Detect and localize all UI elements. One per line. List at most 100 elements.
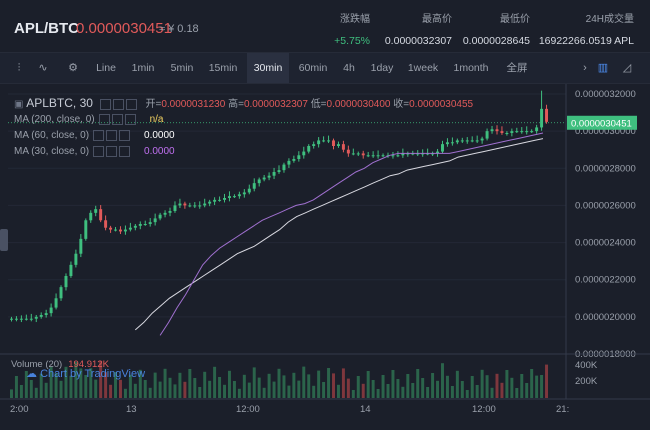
candle-body (138, 224, 142, 226)
candle-body (114, 229, 118, 231)
interval-15min[interactable]: 15min (208, 62, 238, 74)
candle-body (391, 155, 395, 157)
interval-toolbar: ⫶ ∿ ⚙ Line 1min 5min 15min 30min 60min 4… (0, 53, 650, 84)
candle-body (79, 238, 83, 254)
interval-line[interactable]: Line (96, 62, 116, 74)
legend-ma200[interactable]: MA (200, close, 0) n/a (14, 114, 164, 126)
candle-body (44, 313, 48, 315)
candle-body (242, 192, 246, 195)
candle-body (302, 151, 306, 156)
time-tick-label: 21: (556, 404, 569, 415)
candle-body (19, 318, 23, 320)
candle-body (84, 220, 88, 239)
volume-bar (104, 372, 108, 398)
left-collapse-handle (0, 229, 8, 251)
volume-bar (29, 380, 33, 398)
interval-30min[interactable]: 30min (247, 53, 289, 83)
interval-1month[interactable]: 1month (453, 62, 489, 74)
volume-bar (89, 368, 93, 398)
legend-ma60[interactable]: MA (60, close, 0) 0.0000 (14, 130, 175, 142)
candle-body (272, 172, 276, 176)
candle-body (396, 155, 400, 157)
volume-bar (426, 387, 430, 398)
candle-body (411, 153, 415, 155)
volume-bar (267, 373, 271, 398)
candle-body (223, 198, 226, 200)
interval-5min[interactable]: 5min (170, 62, 194, 74)
volume-bar (64, 366, 68, 398)
candle-body (520, 131, 524, 133)
volume-bar (208, 380, 212, 398)
tradingview-watermark[interactable]: ☁ Chart by TradingView (26, 368, 146, 380)
candle-body (540, 108, 544, 128)
volume-bar (59, 380, 63, 398)
last-price: 0.0000030451 (76, 20, 172, 37)
candle-body (168, 211, 172, 213)
volume-bar (34, 387, 38, 398)
candle-body (480, 138, 484, 141)
volume-bar (54, 373, 58, 398)
legend-ma30[interactable]: MA (30, close, 0) 0.0000 (14, 146, 175, 158)
volume-bar (118, 379, 122, 398)
candle-chart-icon[interactable]: ▥ (597, 62, 609, 74)
bar-style-icon[interactable]: ⫶ (17, 62, 21, 74)
fullscreen-button[interactable]: 全屏 (506, 62, 528, 74)
candle-body (282, 164, 286, 171)
chevron-right-icon[interactable]: › (583, 62, 587, 74)
candle-body (163, 212, 167, 215)
current-price-tag (567, 115, 637, 130)
volume-bar (193, 378, 197, 398)
volume-bar (292, 372, 296, 398)
time-tick-label: 2:00 (10, 404, 29, 415)
candle-body (366, 155, 370, 157)
candle-body (213, 199, 217, 202)
candle-body (450, 142, 454, 144)
area-chart-icon[interactable]: ◿ (622, 62, 632, 74)
time-tick-label: 12:00 (472, 404, 496, 415)
interval-1min[interactable]: 1min (131, 62, 155, 74)
candle-body (441, 144, 444, 152)
approx-price: ≈ ¥ 0.18 (159, 23, 199, 35)
market-header: APL/BTC 0.0000030451 ≈ ¥ 0.18 涨跌幅 +5.75%… (0, 0, 650, 53)
volume-bar (109, 384, 113, 398)
candle-body (297, 155, 301, 159)
price-tick-label: 0.0000024000 (575, 238, 636, 249)
volume-bar (490, 387, 494, 398)
volume-bar (198, 387, 202, 398)
price-tick-label: 0.0000022000 (575, 275, 636, 286)
volume-bar (173, 384, 177, 398)
volume-bar (277, 368, 281, 398)
chart-area[interactable]: 0.0000032000 0.0000030000 0.0000028000 0.00… (0, 84, 650, 425)
interval-4h[interactable]: 4h (343, 62, 355, 74)
candle-body (485, 131, 489, 139)
volume-bar (148, 387, 152, 398)
candle-body (178, 203, 182, 206)
volume-bar (391, 370, 395, 398)
candle-body (455, 140, 459, 143)
volume-bar (376, 389, 380, 398)
candle-body (341, 144, 345, 150)
line-style-icon[interactable]: ∿ (38, 62, 48, 74)
interval-1day[interactable]: 1day (370, 62, 394, 74)
candle-body (495, 129, 499, 132)
candle-body (445, 142, 449, 145)
candle-body (545, 108, 549, 122)
volume-legend: Volume (20) 194.912K (11, 359, 109, 370)
volume-bar (411, 383, 415, 398)
candle-body (54, 298, 58, 308)
volume-bar (24, 371, 28, 398)
settings-gear-icon[interactable]: ⚙ (68, 62, 78, 74)
candle-body (401, 153, 405, 156)
interval-1week[interactable]: 1week (407, 62, 439, 74)
volume-bar (69, 375, 73, 398)
volume-bar (460, 381, 464, 398)
candle-body (148, 222, 152, 224)
candle-body (123, 229, 127, 232)
volume-bar (10, 389, 13, 398)
interval-60min[interactable]: 60min (298, 62, 328, 74)
volume-bar (445, 375, 449, 398)
volume-bar (475, 385, 479, 398)
volume-bar (168, 377, 172, 398)
volume-bar (312, 385, 316, 398)
price-chart-svg[interactable]: 0.0000032000 0.0000030000 0.0000028000 0.00… (0, 84, 650, 425)
